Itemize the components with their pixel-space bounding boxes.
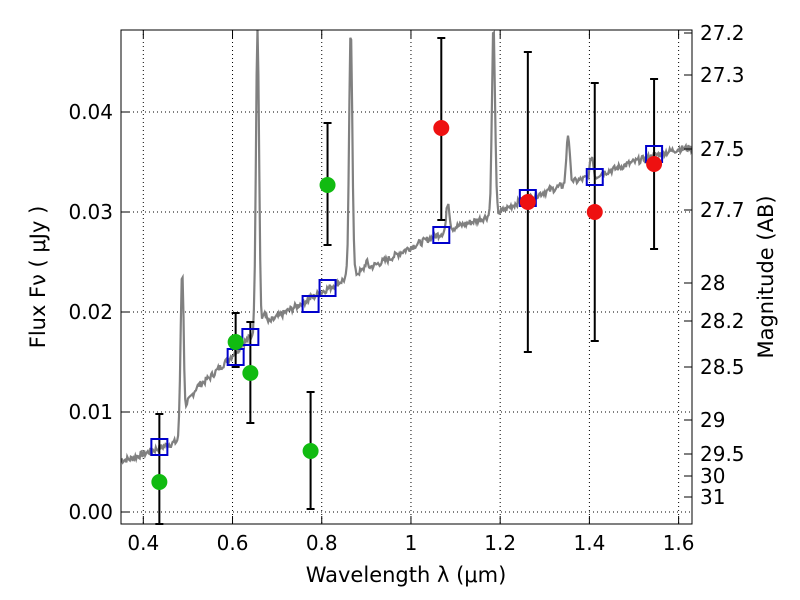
- y2-tick-label: 29: [700, 408, 725, 432]
- y2-tick-label: 27.5: [700, 137, 745, 161]
- spectrum-layer: [121, 30, 692, 465]
- y2-tick-label: 27.2: [700, 21, 745, 45]
- y2-axis-label: Magnitude (AB): [754, 195, 778, 358]
- y-axis-ticks: 0.00 0.01 0.02 0.03 0.04: [68, 100, 129, 524]
- y-tick-label: 0.01: [68, 400, 113, 424]
- green-data-point: [319, 177, 336, 193]
- model-box-marker: [150, 438, 169, 456]
- model-box-marker: [432, 226, 451, 244]
- y-tick-label: 0.00: [68, 500, 113, 524]
- x-axis-ticks: 0.4 0.6 0.8 1 1.2 1.4 1.6: [127, 30, 695, 555]
- points-layer: [151, 120, 663, 490]
- y2-tick-label: 28.5: [700, 355, 745, 379]
- y-tick-label: 0.03: [68, 200, 113, 224]
- model-box-marker: [318, 279, 337, 297]
- x-tick-label: 1.2: [484, 531, 516, 555]
- green-data-point: [151, 474, 168, 490]
- red-data-point: [519, 194, 536, 210]
- model-box-marker: [301, 295, 320, 313]
- y2-tick-label: 31: [700, 485, 725, 509]
- x-tick-label: 0.6: [217, 531, 249, 555]
- x-tick-label: 1: [405, 531, 418, 555]
- x-tick-label: 0.8: [306, 531, 338, 555]
- x-tick-label: 1.4: [573, 531, 605, 555]
- plot-frame: [120, 29, 693, 525]
- x-axis-label: Wavelength λ (μm): [306, 563, 507, 587]
- x-tick-label: 0.4: [127, 531, 159, 555]
- green-data-point: [227, 334, 244, 350]
- green-data-point: [302, 443, 319, 459]
- y-tick-label: 0.04: [68, 100, 113, 124]
- y2-tick-label: 28.2: [700, 309, 745, 333]
- spectrum-line: [121, 30, 692, 465]
- red-data-point: [646, 156, 663, 172]
- y2-tick-label: 28: [700, 271, 725, 295]
- y-axis-label: Flux Fν ( μJy ): [26, 206, 50, 349]
- red-data-point: [433, 120, 450, 136]
- red-data-point: [586, 204, 603, 220]
- y2-tick-label: 30: [700, 464, 725, 488]
- x-tick-label: 1.6: [663, 531, 695, 555]
- model-box-marker: [241, 328, 260, 346]
- y2-tick-label: 29.5: [700, 442, 745, 466]
- model-box-marker: [585, 168, 604, 186]
- green-data-point: [242, 365, 259, 381]
- plot-background: [121, 30, 692, 524]
- y-tick-label: 0.02: [68, 300, 113, 324]
- y2-tick-label: 27.3: [700, 63, 745, 87]
- y2-tick-label: 27.7: [700, 198, 745, 222]
